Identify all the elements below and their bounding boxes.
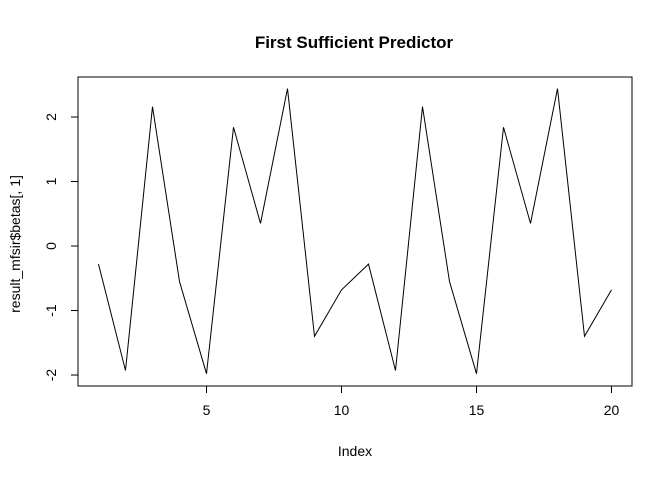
y-tick-label: 0 xyxy=(43,242,59,250)
y-tick-label: -1 xyxy=(43,304,59,317)
x-tick-label: 5 xyxy=(203,402,211,418)
x-tick-label: 15 xyxy=(469,402,485,418)
x-tick-label: 20 xyxy=(604,402,620,418)
plot-frame xyxy=(77,76,633,387)
y-tick-label: -2 xyxy=(43,369,59,382)
y-axis: -2 -1 0 1 2 xyxy=(43,113,79,382)
y-tick-label: 2 xyxy=(43,113,59,121)
y-tick-label: 1 xyxy=(43,177,59,185)
series-layer xyxy=(98,88,612,374)
x-axis-label: Index xyxy=(338,443,372,459)
x-tick-label: 10 xyxy=(334,402,350,418)
y-axis-label: result_mfsir$betas[, 1] xyxy=(7,175,23,313)
x-axis: 5 10 15 20 xyxy=(203,385,620,418)
series-line xyxy=(98,88,612,374)
chart-title: First Sufficient Predictor xyxy=(255,33,454,52)
